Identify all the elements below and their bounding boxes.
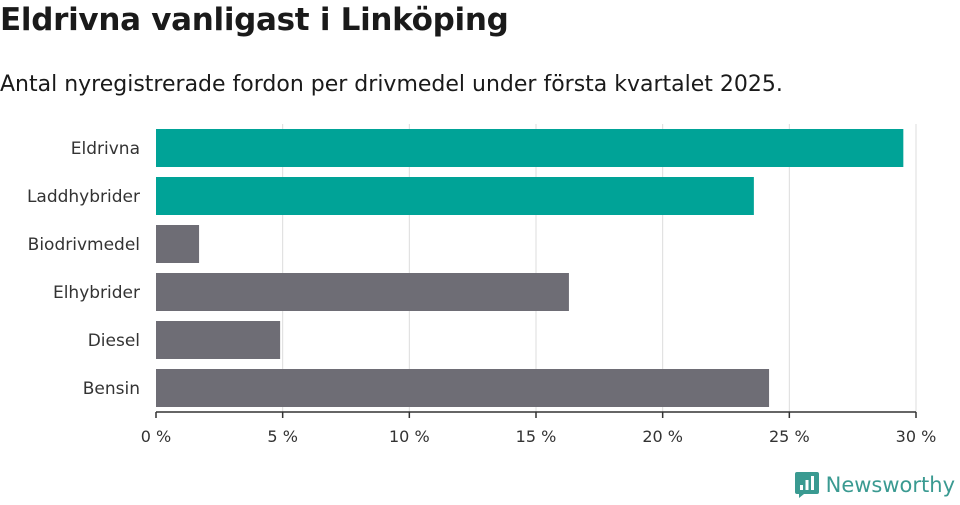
category-label-eldrivna: Eldrivna xyxy=(71,139,140,159)
brand: Newsworthy xyxy=(794,471,955,499)
x-tick-label-2: 10 % xyxy=(389,427,430,446)
x-tick-label-4: 20 % xyxy=(642,427,683,446)
bar-laddhybrider xyxy=(156,177,754,215)
category-label-biodrivmedel: Biodrivmedel xyxy=(28,235,140,255)
chart-subtitle: Antal nyregistrerade fordon per drivmede… xyxy=(0,72,783,97)
bar-eldrivna xyxy=(156,129,904,167)
x-tick-label-3: 15 % xyxy=(516,427,557,446)
category-label-laddhybrider: Laddhybrider xyxy=(27,187,140,207)
x-tick-label-5: 25 % xyxy=(769,427,810,446)
x-tick-label-6: 30 % xyxy=(896,427,937,446)
category-label-diesel: Diesel xyxy=(88,331,140,351)
newsworthy-logo-icon xyxy=(794,472,819,498)
x-tick-label-1: 5 % xyxy=(267,427,297,446)
bar-diesel xyxy=(156,321,281,359)
x-tick-label-0: 0 % xyxy=(141,427,171,446)
bar-biodrivmedel xyxy=(156,225,200,263)
chart-title: Eldrivna vanligast i Linköping xyxy=(0,2,509,38)
category-label-elhybrider: Elhybrider xyxy=(53,283,140,303)
bar-bensin xyxy=(156,369,770,407)
brand-name: Newsworthy xyxy=(825,473,955,497)
category-label-bensin: Bensin xyxy=(83,379,140,399)
bar-elhybrider xyxy=(156,273,569,311)
